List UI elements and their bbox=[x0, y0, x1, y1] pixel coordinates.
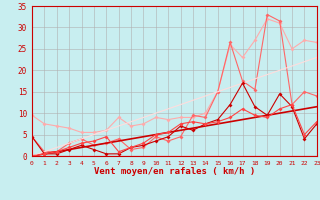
X-axis label: Vent moyen/en rafales ( km/h ): Vent moyen/en rafales ( km/h ) bbox=[94, 167, 255, 176]
